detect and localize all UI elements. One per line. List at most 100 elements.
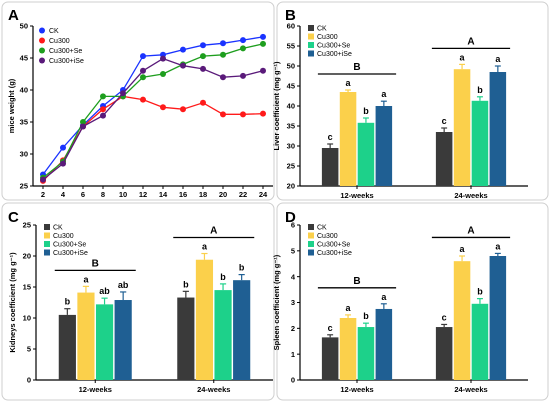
bar <box>95 304 114 380</box>
x-category-label: 12-weeks <box>340 385 373 394</box>
significance-letter: ab <box>99 286 110 296</box>
bar <box>375 106 393 186</box>
legend-label: Cu300+Se <box>317 43 350 50</box>
y-tick-label: 6 <box>291 221 295 230</box>
data-point <box>260 40 266 47</box>
y-tick-label: 5 <box>291 246 295 255</box>
y-tick-label: 30 <box>20 150 28 159</box>
y-axis-title: Spleen coefficient (mg g⁻¹) <box>272 254 281 350</box>
data-point <box>140 74 146 81</box>
bar <box>357 327 375 380</box>
legend-swatch <box>308 241 314 247</box>
panel-frame <box>1 202 275 401</box>
x-tick-label: 24 <box>259 190 268 199</box>
y-axis-title: mice weight (g) <box>7 78 16 133</box>
y-tick-label: 25 <box>20 182 28 191</box>
data-point <box>120 90 126 97</box>
y-tick-label: 0 <box>27 376 31 385</box>
y-tick-label: 45 <box>287 82 295 91</box>
legend-label: CK <box>317 26 327 33</box>
data-point <box>140 53 146 60</box>
x-tick-label: 6 <box>81 190 85 199</box>
panel-letter-a: A <box>8 7 19 24</box>
data-point <box>220 74 226 81</box>
legend-marker <box>39 27 45 34</box>
legend-label: Cu300+Se <box>317 242 350 249</box>
group-letter: B <box>353 276 360 287</box>
x-tick-label: 18 <box>199 190 207 199</box>
y-tick-label: 15 <box>23 283 31 292</box>
significance-letter: ab <box>118 280 129 290</box>
x-tick-label: 10 <box>119 190 127 199</box>
data-point <box>260 33 266 40</box>
data-point <box>260 67 266 74</box>
legend-label: Cu300 <box>49 38 70 45</box>
data-point <box>160 71 166 77</box>
bar <box>375 308 393 380</box>
x-tick-label: 20 <box>219 190 227 199</box>
y-tick-label: 3 <box>291 298 295 307</box>
legend-label: Cu300+Se <box>53 242 86 249</box>
bar <box>177 297 195 380</box>
series-line-cu300-ise <box>42 57 264 181</box>
significance-letter: b <box>477 85 483 95</box>
y-tick-label: 25 <box>23 221 31 230</box>
bar <box>321 337 339 380</box>
significance-letter: a <box>381 292 387 302</box>
data-point <box>260 110 266 117</box>
data-point <box>140 96 146 103</box>
legend-marker <box>39 57 45 64</box>
x-tick-label: 16 <box>179 190 187 199</box>
significance-letter: a <box>460 244 466 254</box>
legend-swatch <box>44 249 50 256</box>
legend-marker <box>39 47 45 54</box>
x-category-label: 24-weeks <box>454 191 487 200</box>
data-point <box>240 111 246 118</box>
legend-swatch <box>308 33 314 40</box>
data-point <box>160 55 166 62</box>
data-point <box>100 93 106 100</box>
significance-letter: b <box>239 263 245 273</box>
y-tick-label: 0 <box>291 376 295 385</box>
bar <box>357 122 375 186</box>
panel-letter-c: C <box>8 209 19 226</box>
legend-swatch <box>44 241 50 247</box>
bar <box>435 327 453 380</box>
bar <box>453 261 471 380</box>
legend-label: Cu300 <box>317 233 338 240</box>
bar <box>471 303 489 380</box>
x-tick-label: 8 <box>101 190 105 199</box>
legend-swatch <box>308 232 314 239</box>
significance-letter: b <box>220 272 226 282</box>
data-point <box>220 51 226 58</box>
x-category-label: 12-weeks <box>340 191 373 200</box>
bar <box>58 314 76 380</box>
y-tick-label: 40 <box>287 102 295 111</box>
data-point <box>220 111 226 118</box>
significance-letter: c <box>442 312 447 322</box>
group-letter: A <box>210 226 217 237</box>
significance-letter: a <box>83 274 89 284</box>
y-tick-label: 60 <box>287 22 295 31</box>
significance-letter: b <box>65 297 71 307</box>
legend-label: Cu300 <box>317 34 338 41</box>
significance-letter: b <box>477 287 483 297</box>
bar <box>489 72 507 186</box>
panel-frame <box>276 1 549 201</box>
panel-frame <box>276 202 549 401</box>
bar <box>453 69 471 186</box>
bar <box>114 300 132 380</box>
y-tick-label: 10 <box>23 314 31 323</box>
y-tick-label: 45 <box>20 54 28 63</box>
y-tick-label: 20 <box>23 252 31 261</box>
data-point <box>140 67 146 74</box>
data-point <box>60 144 66 151</box>
panel-frame <box>1 1 275 201</box>
bar <box>77 292 95 380</box>
y-tick-label: 55 <box>287 42 295 51</box>
group-letter: A <box>467 36 474 47</box>
panel-letter-d: D <box>285 209 296 226</box>
x-category-label: 24-weeks <box>197 385 230 394</box>
significance-letter: a <box>346 78 352 88</box>
y-tick-label: 40 <box>20 86 28 95</box>
